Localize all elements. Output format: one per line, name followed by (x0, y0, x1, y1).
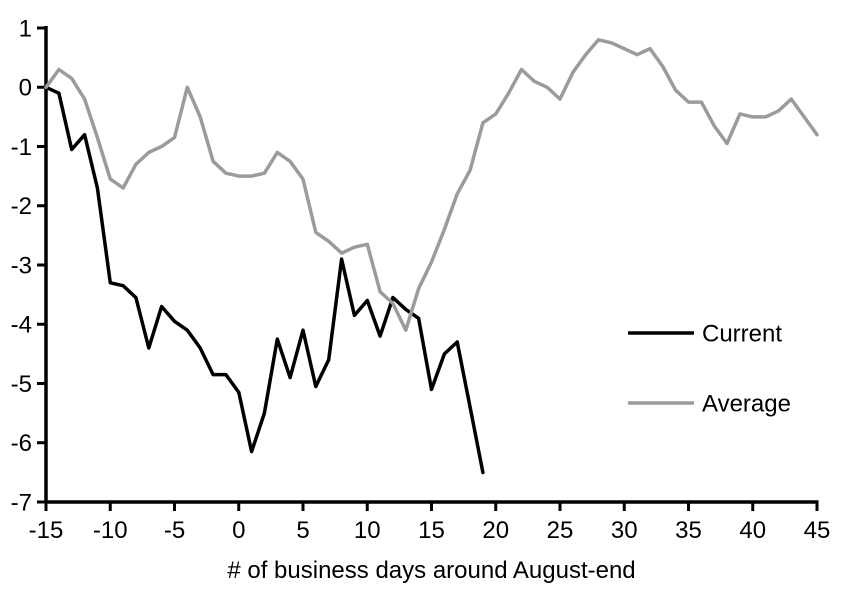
x-tick-label: -15 (29, 517, 64, 544)
x-tick-label: 20 (482, 517, 509, 544)
x-tick-label: 35 (675, 517, 702, 544)
series-average-line (44, 38, 819, 332)
x-tick-label: 40 (739, 517, 766, 544)
x-tick-label: 30 (611, 517, 638, 544)
y-tick-label: -5 (11, 371, 32, 398)
y-tick-label: -1 (11, 134, 32, 161)
legend-average-label: Average (702, 390, 791, 417)
x-tick-label: 0 (232, 517, 245, 544)
y-tick-label: -4 (11, 312, 32, 339)
y-tick-label: 1 (19, 15, 32, 42)
y-tick-label: -2 (11, 193, 32, 220)
x-tick-label: -10 (93, 517, 128, 544)
y-tick-label: 0 (19, 75, 32, 102)
x-tick-label: 10 (354, 517, 381, 544)
x-axis-title: # of business days around August-end (227, 557, 635, 584)
series-current-line (44, 85, 485, 475)
y-tick-label: -3 (11, 252, 32, 279)
x-tick-label: 15 (418, 517, 445, 544)
y-tick-label: -7 (11, 489, 32, 516)
legend-current-label: Current (702, 320, 782, 347)
x-tick-label: -5 (164, 517, 185, 544)
x-tick-label: 25 (547, 517, 574, 544)
y-tick-label: -6 (11, 430, 32, 457)
x-tick-label: 45 (804, 517, 831, 544)
x-tick-label: 5 (296, 517, 309, 544)
